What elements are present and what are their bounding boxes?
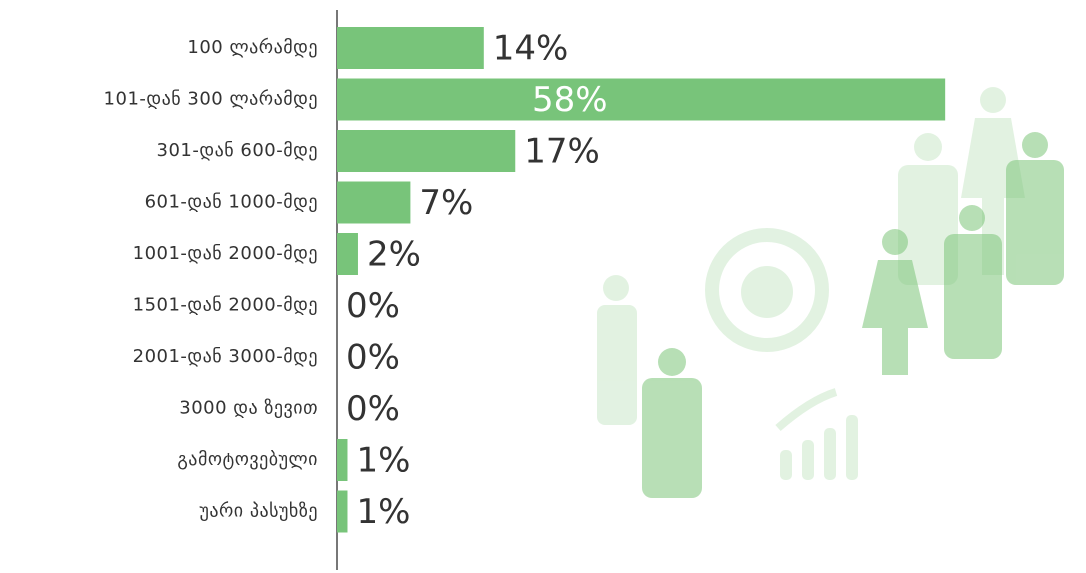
y-tick-label: 3000 და ზევით <box>179 398 318 419</box>
y-tick-label: გამოტოვებული <box>177 449 318 470</box>
data-label: 58% <box>532 80 608 120</box>
y-tick-label: 101-დან 300 ლარამდე <box>104 89 318 110</box>
bar <box>337 181 411 224</box>
bar <box>337 78 946 121</box>
y-tick-label: 301-დან 600-მდე <box>157 140 318 161</box>
person <box>597 275 637 425</box>
bar <box>337 439 348 481</box>
y-tick-label: 2001-დან 3000-მდე <box>133 346 318 367</box>
person <box>944 205 1002 359</box>
person <box>1006 132 1064 285</box>
bar <box>337 27 484 69</box>
data-label: 1% <box>356 441 410 481</box>
y-tick-label: უარი პასუხზე <box>199 501 318 522</box>
data-label: 7% <box>419 183 473 223</box>
person <box>642 348 702 498</box>
person <box>862 229 928 375</box>
y-tick-label: 100 ლარამდე <box>187 37 318 58</box>
data-label: 0% <box>346 389 400 429</box>
y-tick-label: 1001-დან 2000-მდე <box>133 243 318 264</box>
data-label: 2% <box>367 235 421 275</box>
bar <box>337 130 516 172</box>
bar <box>337 490 348 533</box>
data-label: 14% <box>493 29 569 69</box>
decoration <box>642 132 1064 498</box>
y-tick-label: 1501-დან 2000-მდე <box>133 295 318 316</box>
y-tick-label: 601-დან 1000-მდე <box>145 192 318 213</box>
person <box>898 133 958 285</box>
bar <box>337 233 358 275</box>
data-label: 0% <box>346 286 400 326</box>
data-label: 1% <box>356 492 410 532</box>
data-label: 17% <box>524 132 600 172</box>
data-label: 0% <box>346 338 400 378</box>
